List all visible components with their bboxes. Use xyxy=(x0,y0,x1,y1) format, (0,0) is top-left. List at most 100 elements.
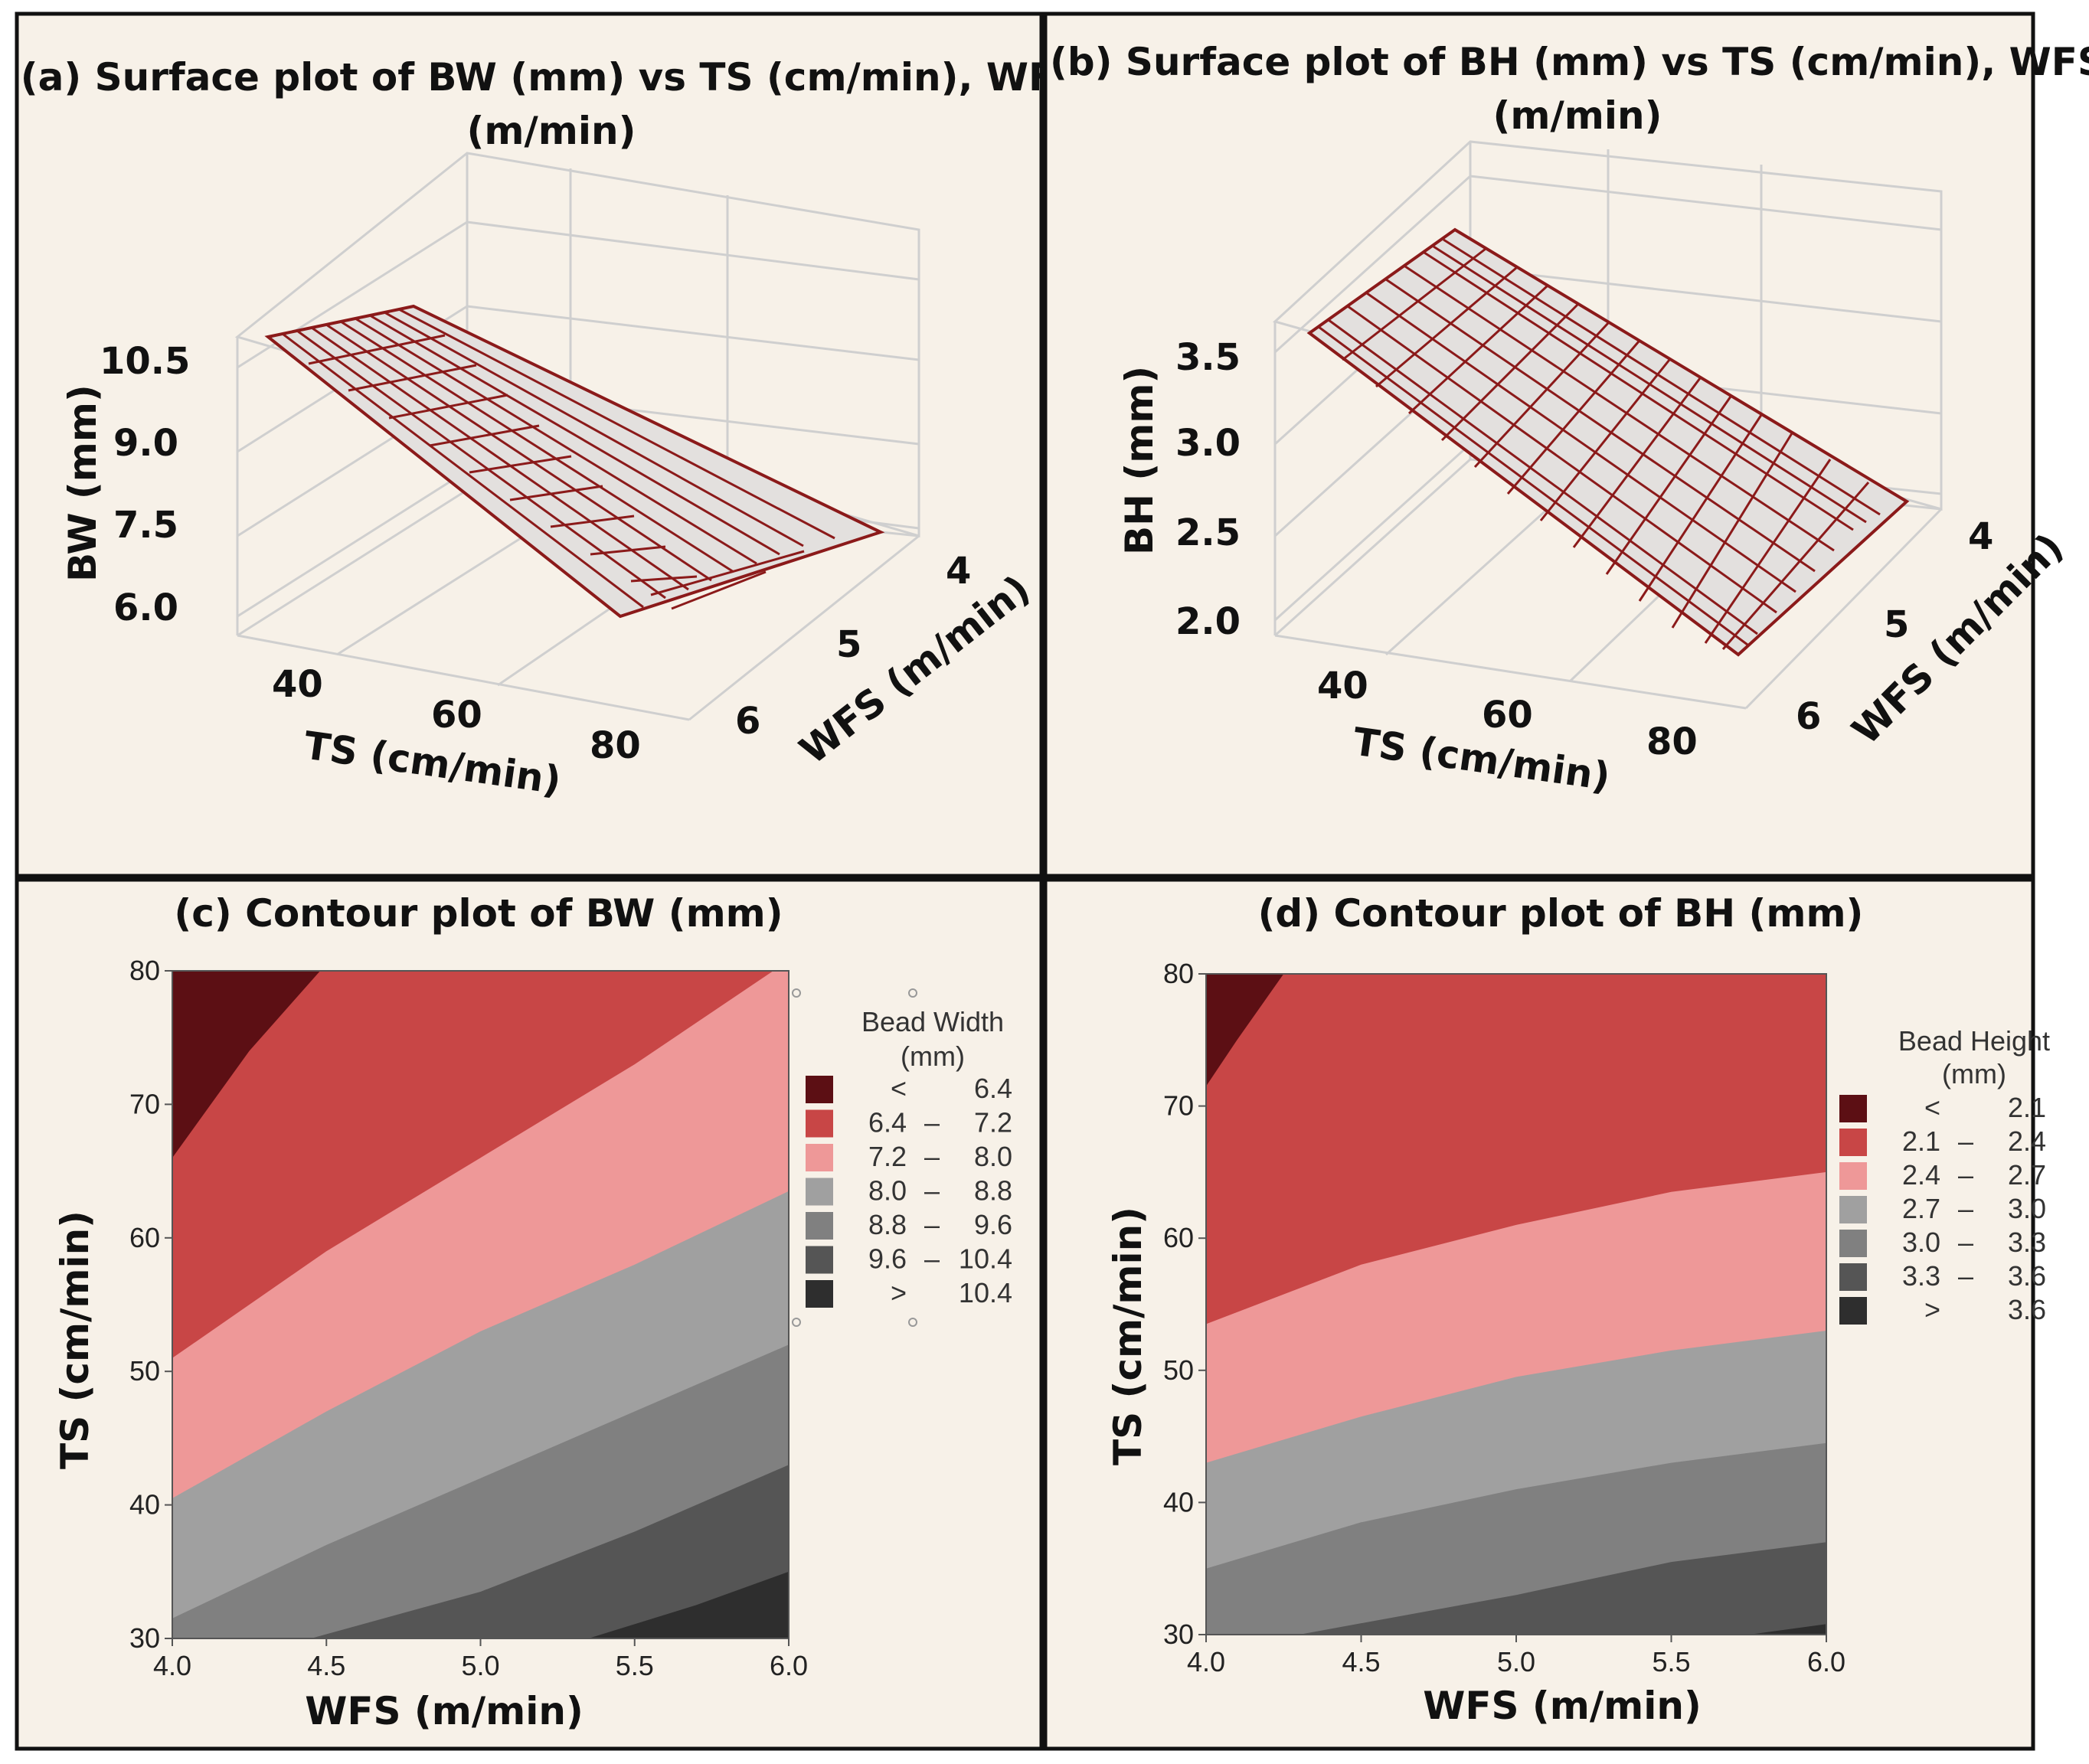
legend-high: 2.1 xyxy=(2008,1092,2046,1123)
panel-a-title-line1: (a) Surface plot of BW (mm) vs TS (cm/mi… xyxy=(21,55,1082,100)
legend-swatch xyxy=(1839,1095,1867,1122)
legend-swatch xyxy=(1839,1162,1867,1190)
legend-high: 2.7 xyxy=(2008,1159,2046,1191)
legend-high: 7.2 xyxy=(974,1107,1012,1138)
panel-a-z-tick: 9.0 xyxy=(113,422,178,465)
panel-d-title: (d) Contour plot of BH (mm) xyxy=(1258,891,1864,936)
legend-high: 2.4 xyxy=(2008,1125,2046,1157)
panel-d-x-label: WFS (m/min) xyxy=(1423,1684,1702,1728)
panel-b-x-tick: 60 xyxy=(1482,694,1533,737)
legend-swatch xyxy=(806,1212,833,1240)
legend-low: < xyxy=(891,1073,907,1104)
panel-c-x-label: WFS (m/min) xyxy=(305,1689,584,1733)
panel-a-y-tick: 5 xyxy=(836,623,861,666)
legend-high: 10.4 xyxy=(959,1277,1012,1308)
legend-swatch xyxy=(806,1246,833,1274)
panel-a-y-tick: 4 xyxy=(946,550,971,593)
x-tick-label: 4.5 xyxy=(307,1650,345,1681)
y-tick-label: 50 xyxy=(129,1355,160,1387)
y-tick-label: 60 xyxy=(129,1222,160,1253)
panel-b-z-axis: 3.5 3.0 2.5 2.0 BH (mm) xyxy=(1117,336,1241,643)
legend-low: > xyxy=(891,1277,907,1308)
panel-b: (b) Surface plot of BH (mm) vs TS (cm/mi… xyxy=(1043,11,2089,878)
legend-low: 7.2 xyxy=(868,1141,907,1172)
panel-d-legend-title-line2: (mm) xyxy=(1942,1058,2006,1089)
contour-band xyxy=(1206,974,1284,1086)
panel-c-legend-title-line2: (mm) xyxy=(901,1040,965,1072)
y-tick-label: 70 xyxy=(1163,1090,1194,1122)
legend-low: 8.8 xyxy=(868,1209,907,1240)
panel-a-z-label: BW (mm) xyxy=(60,384,105,582)
legend-high: 10.4 xyxy=(959,1243,1012,1275)
panel-a-title-line2: (m/min) xyxy=(467,109,636,153)
legend-dash: – xyxy=(924,1107,940,1138)
x-tick-label: 6.0 xyxy=(770,1650,808,1681)
legend-swatch xyxy=(1839,1263,1867,1291)
legend-swatch xyxy=(806,1178,833,1206)
panel-c-contour-plot: 4.0 4.5 5.0 5.5 6.0 80 70 60 50 40 30 xyxy=(129,955,808,1681)
legend-dash: – xyxy=(924,1141,940,1172)
legend-swatch xyxy=(1839,1129,1867,1156)
panel-b-z-tick: 2.5 xyxy=(1175,511,1241,554)
legend-dash: – xyxy=(1958,1260,1973,1292)
x-tick-label: 5.5 xyxy=(616,1650,654,1681)
legend-swatch xyxy=(806,1076,833,1103)
panel-c-frame xyxy=(15,877,1044,1751)
legend-high: 8.8 xyxy=(974,1175,1012,1207)
legend-swatch xyxy=(806,1280,833,1308)
x-tick-label: 5.0 xyxy=(1497,1646,1535,1677)
panel-a-x-tick: 60 xyxy=(431,694,482,737)
panel-a: (a) Surface plot of BW (mm) vs TS (cm/mi… xyxy=(15,11,1082,878)
x-tick-label: 5.5 xyxy=(1652,1646,1690,1677)
panel-b-y-tick: 4 xyxy=(1968,515,1993,558)
panel-d-legend-title-line1: Bead Height xyxy=(1898,1025,2050,1057)
legend-low: 2.4 xyxy=(1902,1159,1940,1191)
panel-a-y-tick: 6 xyxy=(735,700,760,743)
panel-c-legend-title-line1: Bead Width xyxy=(861,1006,1004,1037)
legend-dash: – xyxy=(1958,1193,1973,1224)
panel-b-x-tick: 80 xyxy=(1646,720,1698,763)
x-tick-label: 5.0 xyxy=(461,1650,499,1681)
legend-dash: – xyxy=(924,1209,940,1240)
legend-swatch xyxy=(1839,1196,1867,1223)
legend-swatch xyxy=(1839,1297,1867,1325)
panel-d-y-label: TS (cm/min) xyxy=(1106,1207,1150,1465)
x-tick-label: 6.0 xyxy=(1807,1646,1845,1677)
legend-swatch xyxy=(806,1144,833,1171)
legend-high: 3.3 xyxy=(2008,1227,2046,1258)
panel-b-z-tick: 3.0 xyxy=(1175,422,1241,465)
panel-a-surface-mesh xyxy=(282,308,835,610)
legend-low: 6.4 xyxy=(868,1107,907,1138)
panel-a-surface xyxy=(264,304,885,619)
legend-dash: – xyxy=(924,1243,940,1275)
panel-a-z-tick: 7.5 xyxy=(113,504,178,547)
panel-c-legend: Bead Width (mm) <6.46.4–7.27.2–8.08.0–8.… xyxy=(792,988,1012,1327)
legend-swatch xyxy=(1839,1230,1867,1257)
contour-band xyxy=(1206,974,1826,1325)
y-tick-label: 40 xyxy=(129,1489,160,1521)
panel-c: (c) Contour plot of BW (mm) 4.0 4.5 5.0 5.5… xyxy=(15,877,1044,1751)
legend-high: 3.0 xyxy=(2008,1193,2046,1224)
legend-high: 8.0 xyxy=(974,1141,1012,1172)
legend-low: > xyxy=(1924,1294,1940,1325)
legend-low: 9.6 xyxy=(868,1243,907,1275)
legend-low: 2.7 xyxy=(1902,1193,1940,1224)
panel-a-z-tick: 6.0 xyxy=(113,586,178,629)
legend-low: 3.0 xyxy=(1902,1227,1940,1258)
panel-b-x-tick: 40 xyxy=(1317,665,1368,707)
x-tick-label: 4.5 xyxy=(1342,1646,1380,1677)
contour-band xyxy=(172,971,773,1358)
panel-b-z-tick: 3.5 xyxy=(1175,336,1241,379)
y-tick-label: 30 xyxy=(129,1622,160,1654)
legend-high: 3.6 xyxy=(2008,1294,2046,1325)
panel-a-x-tick: 40 xyxy=(272,663,323,706)
panel-b-y-tick: 6 xyxy=(1796,695,1821,738)
y-tick-label: 80 xyxy=(1163,958,1194,989)
legend-dash: – xyxy=(1958,1125,1973,1157)
y-tick-label: 60 xyxy=(1163,1222,1194,1253)
legend-high: 9.6 xyxy=(974,1209,1012,1240)
panel-b-surface xyxy=(1306,227,1910,657)
y-tick-label: 70 xyxy=(129,1088,160,1119)
panel-b-title-line1: (b) Surface plot of BH (mm) vs TS (cm/mi… xyxy=(1050,40,2089,84)
